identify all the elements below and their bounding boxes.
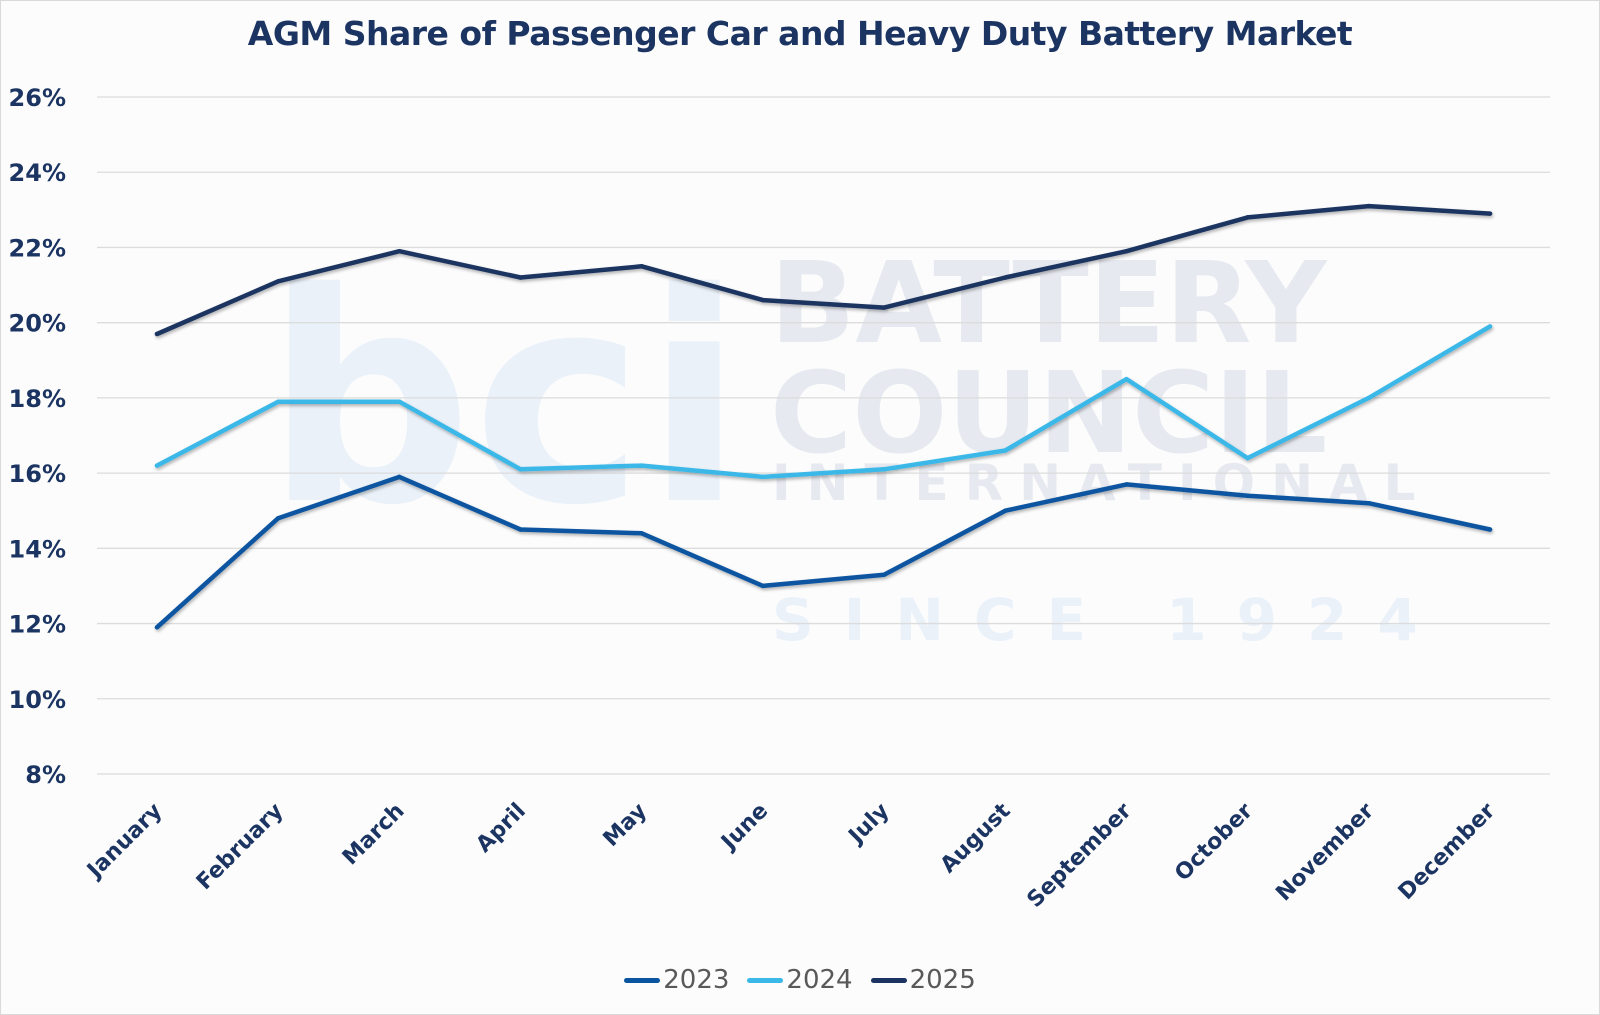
watermark-line-4: SINCE 1924 xyxy=(772,586,1448,654)
data-point-2025 xyxy=(1003,275,1008,280)
data-point-2023 xyxy=(1245,493,1250,498)
x-tick-label: December xyxy=(1394,798,1501,905)
legend-swatch-2023 xyxy=(624,977,661,983)
data-point-2023 xyxy=(1003,508,1008,513)
data-point-2024 xyxy=(881,467,887,472)
data-point-2024 xyxy=(275,399,281,404)
data-point-2025 xyxy=(1366,203,1372,209)
x-tick-label: March xyxy=(338,799,410,871)
data-point-2025 xyxy=(154,331,160,337)
data-point-2023 xyxy=(275,516,281,521)
data-point-2025 xyxy=(881,305,887,310)
series-line-2024[interactable] xyxy=(154,324,1493,480)
legend-item-2024[interactable]: 2024 xyxy=(747,965,853,995)
chart-title: AGM Share of Passenger Car and Heavy Dut… xyxy=(247,14,1353,53)
data-point-2023 xyxy=(1487,527,1493,532)
gridlines xyxy=(97,96,1550,775)
data-point-2024 xyxy=(154,463,160,468)
y-tick-label: 22% xyxy=(9,234,66,262)
data-point-2025 xyxy=(639,264,644,269)
y-tick-label: 12% xyxy=(9,611,66,639)
data-point-2025 xyxy=(1245,215,1250,220)
data-point-2024 xyxy=(760,474,766,480)
legend: 2023 2024 2025 xyxy=(0,960,1600,1000)
y-tick-label: 26% xyxy=(9,84,66,112)
data-point-2023 xyxy=(760,583,766,589)
data-point-2024 xyxy=(1124,376,1129,382)
x-tick-label: May xyxy=(599,799,652,852)
x-tick-label: July xyxy=(843,799,894,850)
data-point-2023 xyxy=(518,527,523,532)
data-point-2024 xyxy=(1487,324,1493,329)
legend-label-2023: 2023 xyxy=(663,965,730,995)
y-tick-label: 14% xyxy=(9,535,66,563)
data-point-2023 xyxy=(154,625,160,630)
data-point-2025 xyxy=(275,279,281,284)
series-line-2023[interactable] xyxy=(154,474,1493,630)
data-point-2023 xyxy=(1366,501,1372,506)
series-line-2025[interactable] xyxy=(154,203,1493,337)
data-point-2025 xyxy=(1124,249,1129,254)
y-tick-label: 16% xyxy=(9,460,66,488)
data-point-2023 xyxy=(1124,482,1129,487)
data-point-2024 xyxy=(518,467,523,472)
x-tick-label: September xyxy=(1023,798,1137,912)
legend-swatch-2025 xyxy=(870,977,907,983)
y-tick-label: 10% xyxy=(9,686,66,714)
x-tick-label: February xyxy=(192,799,288,895)
data-point-2024 xyxy=(1003,448,1008,453)
watermark-line-3: INTERNATIONAL xyxy=(772,454,1432,512)
data-point-2025 xyxy=(1487,211,1493,216)
data-point-2025 xyxy=(397,249,402,254)
x-tick-label: October xyxy=(1170,798,1258,886)
watermark-line-2: COUNCIL xyxy=(770,349,1327,479)
series-lines xyxy=(154,203,1493,630)
x-tick-label: August xyxy=(936,798,1016,878)
data-point-2025 xyxy=(518,275,523,280)
y-tick-label: 20% xyxy=(9,310,66,338)
y-tick-label: 8% xyxy=(25,761,66,789)
x-tick-label: April xyxy=(472,799,531,858)
data-point-2024 xyxy=(1366,395,1372,401)
y-axis: 8% 10% 12% 14% 16% 18% 20% 22% 24% 26% xyxy=(9,84,66,789)
data-point-2024 xyxy=(397,399,402,404)
legend-swatch-2024 xyxy=(747,977,784,983)
data-point-2024 xyxy=(1245,455,1250,461)
watermark-line-1: BATTERY xyxy=(770,239,1328,369)
legend-item-2025[interactable]: 2025 xyxy=(870,965,976,995)
y-tick-label: 18% xyxy=(9,385,66,413)
data-point-2023 xyxy=(639,531,644,536)
legend-label-2024: 2024 xyxy=(786,965,853,995)
x-tick-label: November xyxy=(1271,798,1379,906)
x-axis: January February March April May June July Augu… xyxy=(81,798,1500,912)
watermark: bci BATTERY COUNCIL INTERNATIONAL SINCE … xyxy=(265,232,1448,654)
data-point-2023 xyxy=(397,474,402,480)
x-tick-label: June xyxy=(716,799,774,857)
y-tick-label: 24% xyxy=(9,159,66,187)
legend-item-2023[interactable]: 2023 xyxy=(624,965,729,995)
data-point-2024 xyxy=(639,463,644,468)
data-point-2023 xyxy=(881,572,887,577)
data-point-2025 xyxy=(760,297,766,303)
x-tick-label: January xyxy=(81,799,167,885)
legend-label-2025: 2025 xyxy=(909,965,976,995)
